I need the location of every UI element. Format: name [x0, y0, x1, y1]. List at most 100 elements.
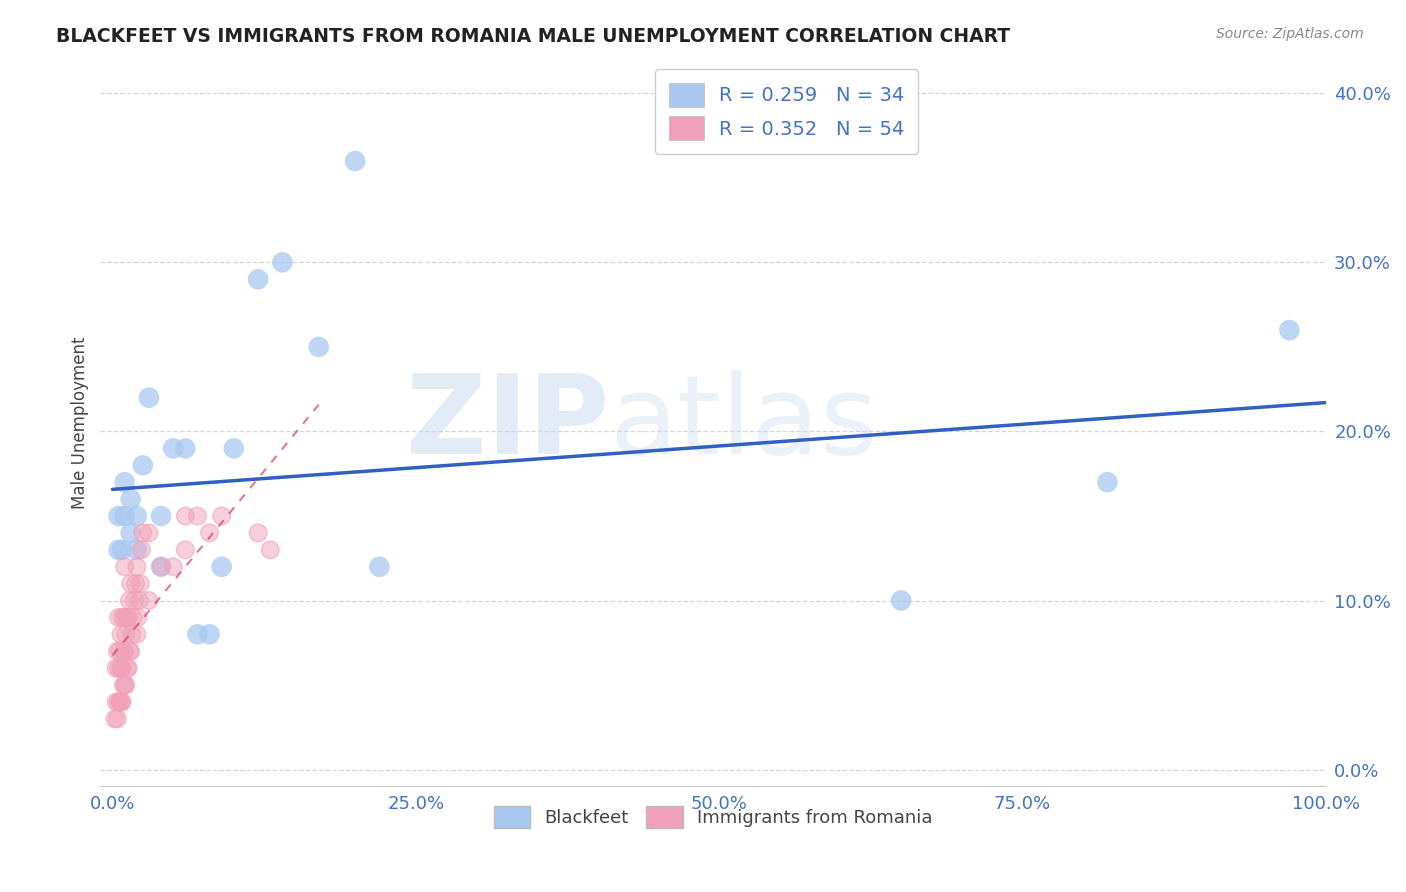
Point [129, 576, 152, 591]
Point [117, 610, 139, 624]
Point [110, 627, 132, 641]
Point [115, 661, 138, 675]
Point [186, 508, 208, 523]
Point [114, 678, 136, 692]
Point [112, 644, 135, 658]
Point [114, 508, 136, 523]
Point [222, 442, 245, 456]
Point [105, 712, 128, 726]
Point [111, 661, 134, 675]
Point [122, 610, 145, 624]
Point [174, 508, 197, 523]
Point [114, 475, 136, 490]
Point [247, 525, 270, 540]
Point [131, 542, 153, 557]
Point [107, 610, 129, 624]
Point [118, 593, 141, 607]
Point [128, 593, 150, 607]
Text: ZIP: ZIP [405, 369, 609, 476]
Point [107, 508, 129, 523]
Point [105, 661, 128, 675]
Point [107, 610, 129, 624]
Point [108, 644, 131, 658]
Point [112, 644, 135, 658]
Point [125, 559, 148, 574]
Point [125, 627, 148, 641]
Point [105, 695, 128, 709]
Point [174, 542, 197, 557]
Point [211, 508, 233, 523]
Point [111, 695, 134, 709]
Point [110, 695, 132, 709]
Point [107, 661, 129, 675]
Point [111, 610, 134, 624]
Point [124, 593, 146, 607]
Point [127, 610, 149, 624]
Y-axis label: Male Unemployment: Male Unemployment [72, 337, 89, 509]
Point [125, 542, 148, 557]
Point [1097, 475, 1119, 490]
Point [107, 661, 129, 675]
Point [117, 610, 139, 624]
Point [104, 712, 127, 726]
Point [105, 661, 128, 675]
Point [138, 525, 160, 540]
Point [118, 593, 141, 607]
Point [107, 542, 129, 557]
Point [308, 340, 330, 354]
Point [120, 576, 142, 591]
Point [110, 661, 132, 675]
Point [259, 542, 281, 557]
Point [117, 661, 139, 675]
Point [162, 559, 184, 574]
Point [198, 525, 221, 540]
Text: atlas: atlas [609, 369, 877, 476]
Point [162, 442, 184, 456]
Point [271, 255, 294, 269]
Point [110, 627, 132, 641]
Point [890, 593, 912, 607]
Point [211, 508, 233, 523]
Point [115, 661, 138, 675]
Point [138, 525, 160, 540]
Point [120, 576, 142, 591]
Point [110, 661, 132, 675]
Text: BLACKFEET VS IMMIGRANTS FROM ROMANIA MALE UNEMPLOYMENT CORRELATION CHART: BLACKFEET VS IMMIGRANTS FROM ROMANIA MAL… [56, 27, 1011, 45]
Legend: Blackfeet, Immigrants from Romania: Blackfeet, Immigrants from Romania [486, 799, 939, 836]
Point [138, 391, 160, 405]
Point [150, 559, 173, 574]
Point [132, 525, 155, 540]
Point [120, 644, 142, 658]
Point [117, 661, 139, 675]
Point [132, 458, 155, 473]
Point [114, 644, 136, 658]
Point [132, 525, 155, 540]
Point [174, 508, 197, 523]
Point [121, 627, 143, 641]
Point [114, 559, 136, 574]
Point [107, 695, 129, 709]
Point [114, 627, 136, 641]
Text: Source: ZipAtlas.com: Source: ZipAtlas.com [1216, 27, 1364, 41]
Point [1278, 323, 1301, 337]
Point [122, 610, 145, 624]
Point [129, 576, 152, 591]
Point [114, 559, 136, 574]
Point [186, 627, 208, 641]
Point [127, 610, 149, 624]
Point [124, 576, 146, 591]
Point [247, 525, 270, 540]
Point [108, 695, 131, 709]
Point [114, 627, 136, 641]
Point [114, 678, 136, 692]
Point [174, 542, 197, 557]
Point [198, 525, 221, 540]
Point [128, 593, 150, 607]
Point [138, 593, 160, 607]
Point [105, 644, 128, 658]
Point [111, 661, 134, 675]
Point [114, 610, 136, 624]
Point [105, 712, 128, 726]
Point [114, 678, 136, 692]
Point [198, 627, 221, 641]
